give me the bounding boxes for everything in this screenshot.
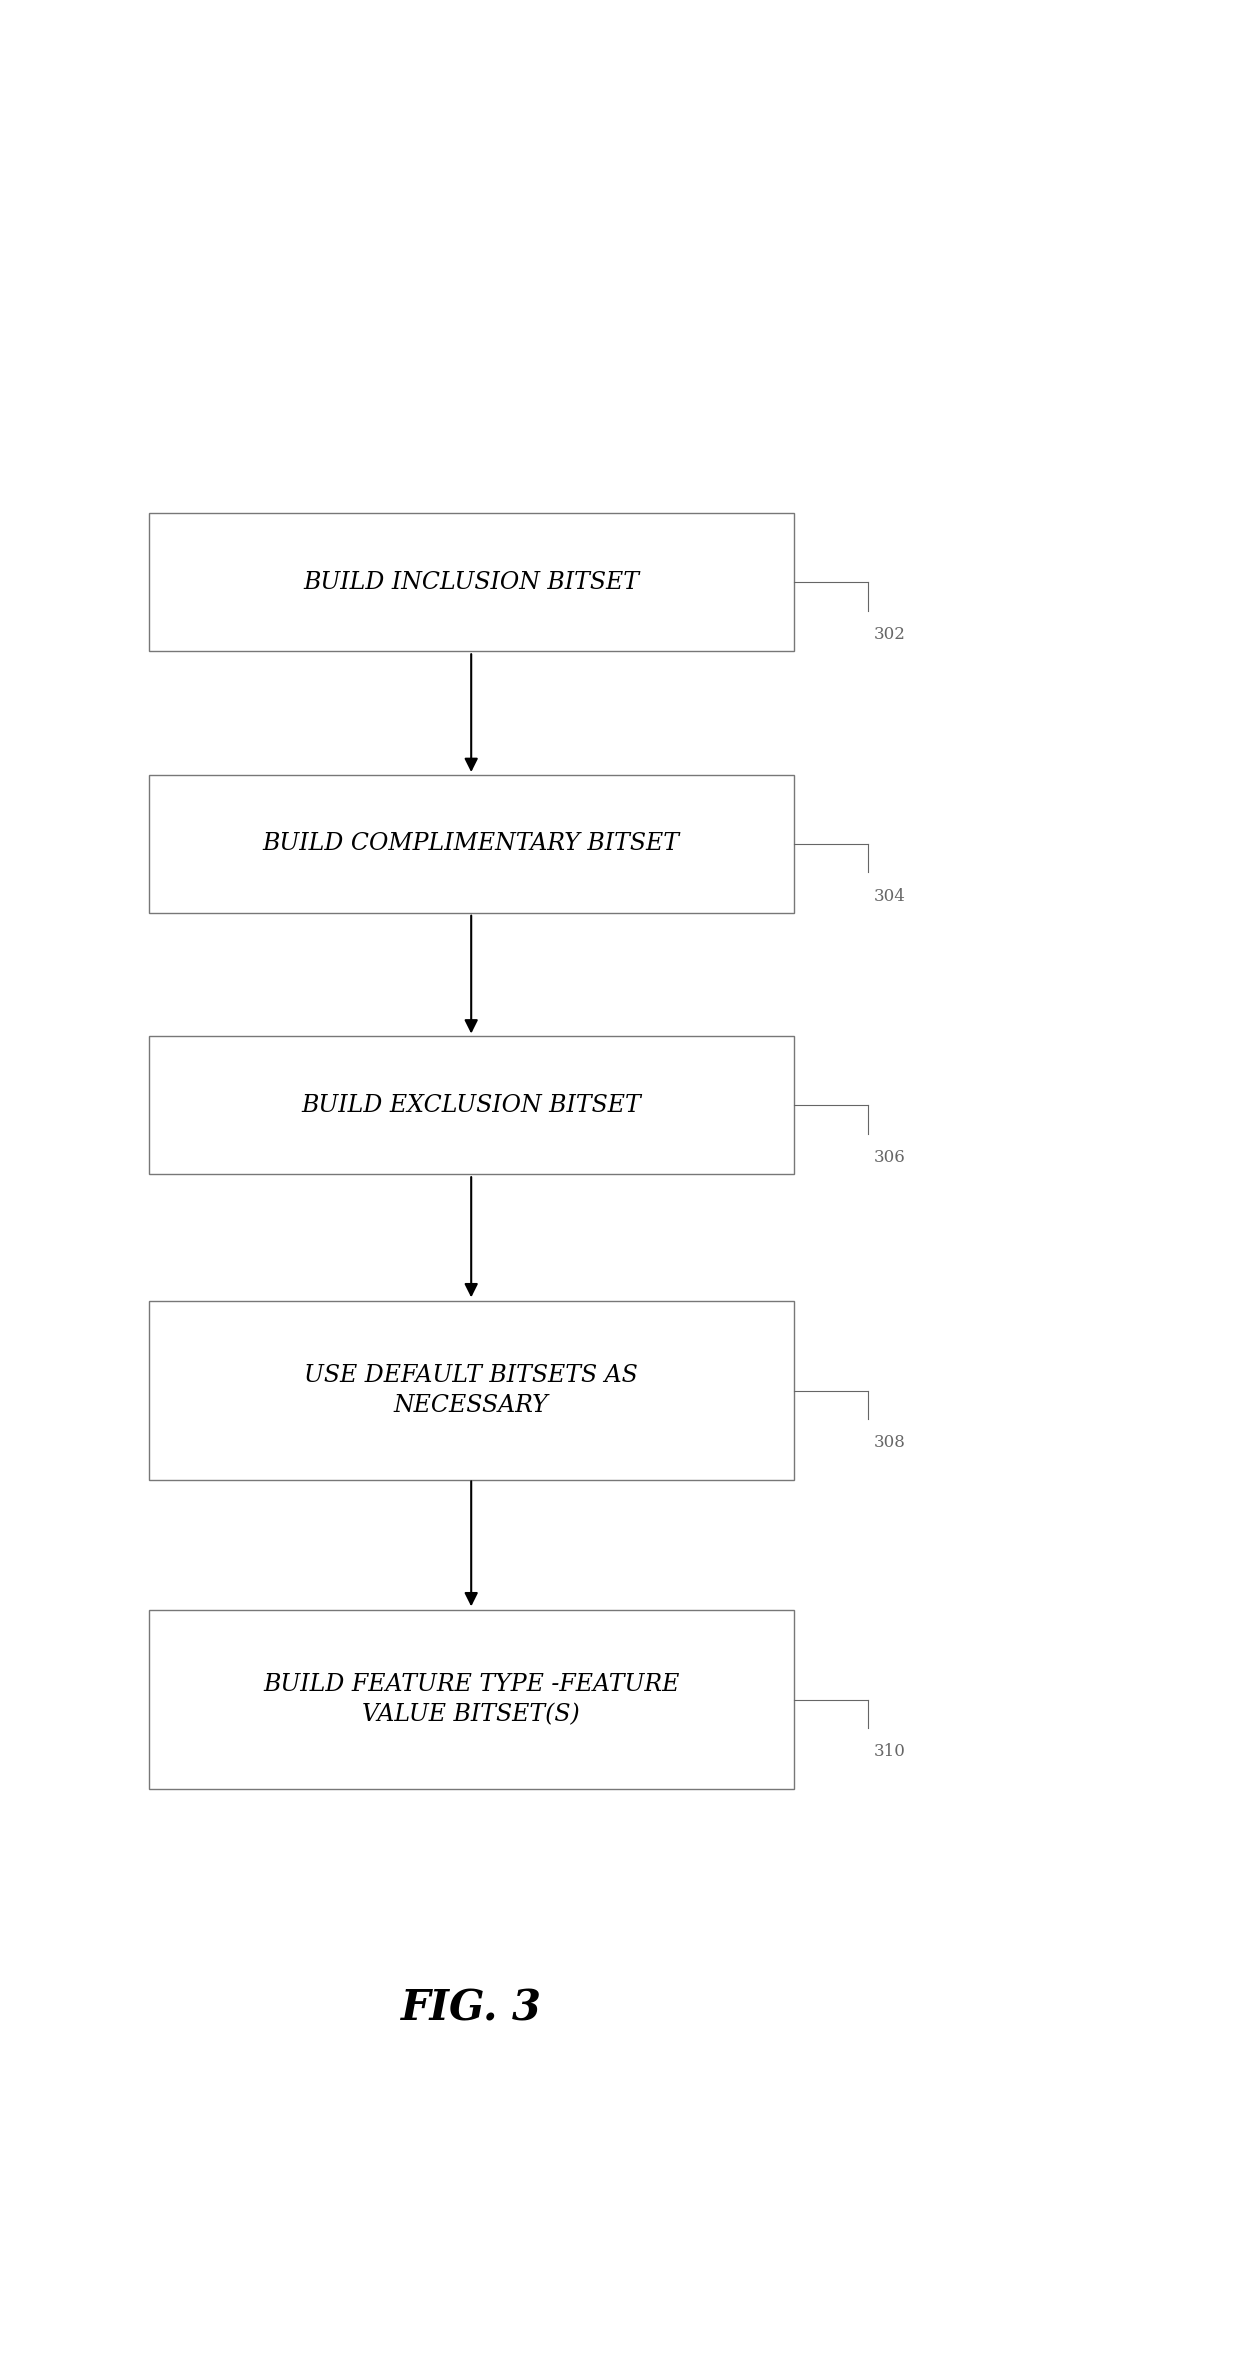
Text: FIG. 3: FIG. 3: [401, 1987, 542, 2030]
FancyBboxPatch shape: [149, 1612, 794, 1790]
Text: 306: 306: [874, 1148, 906, 1167]
Text: BUILD FEATURE TYPE -FEATURE
VALUE BITSET(S): BUILD FEATURE TYPE -FEATURE VALUE BITSET…: [263, 1673, 680, 1726]
FancyBboxPatch shape: [149, 513, 794, 651]
FancyBboxPatch shape: [149, 775, 794, 913]
Text: BUILD INCLUSION BITSET: BUILD INCLUSION BITSET: [304, 570, 639, 594]
FancyBboxPatch shape: [149, 1036, 794, 1174]
FancyBboxPatch shape: [149, 1303, 794, 1478]
Text: 302: 302: [874, 625, 906, 644]
Text: BUILD COMPLIMENTARY BITSET: BUILD COMPLIMENTARY BITSET: [263, 832, 680, 856]
Text: 310: 310: [874, 1742, 906, 1761]
Text: USE DEFAULT BITSETS AS
NECESSARY: USE DEFAULT BITSETS AS NECESSARY: [304, 1364, 639, 1417]
Text: 304: 304: [874, 887, 906, 906]
Text: 308: 308: [874, 1433, 906, 1452]
Text: BUILD EXCLUSION BITSET: BUILD EXCLUSION BITSET: [301, 1093, 641, 1117]
